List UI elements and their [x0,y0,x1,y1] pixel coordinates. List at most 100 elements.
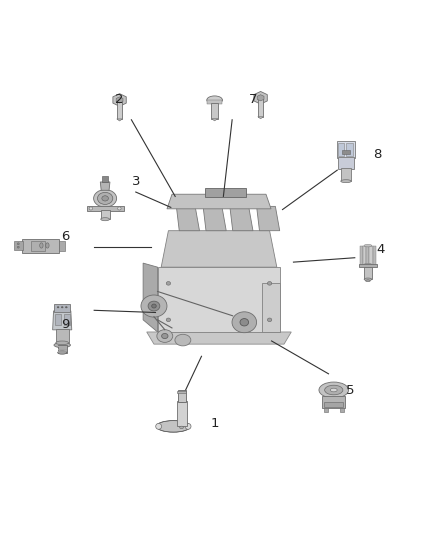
Ellipse shape [102,196,108,201]
Bar [177,401,187,426]
Ellipse shape [341,180,351,183]
Bar [324,408,328,412]
Ellipse shape [180,426,184,429]
Ellipse shape [117,207,121,210]
Ellipse shape [141,295,167,317]
Polygon shape [257,95,264,101]
Ellipse shape [268,281,272,285]
Polygon shape [258,117,263,119]
Ellipse shape [179,400,184,402]
Polygon shape [254,92,267,104]
Polygon shape [53,311,72,330]
Bar [117,99,122,119]
Ellipse shape [94,190,117,207]
Bar [342,150,350,154]
Text: 4: 4 [376,244,385,256]
Ellipse shape [65,306,67,308]
Bar [64,314,70,325]
Ellipse shape [152,304,156,308]
Ellipse shape [58,351,67,354]
Polygon shape [143,263,158,332]
Ellipse shape [166,281,170,285]
Ellipse shape [268,318,272,321]
Ellipse shape [97,192,113,205]
Ellipse shape [185,423,191,429]
Ellipse shape [240,319,249,326]
Polygon shape [117,119,122,121]
Bar [56,329,69,343]
Bar [55,314,61,325]
Ellipse shape [46,243,49,248]
Ellipse shape [18,246,19,248]
Ellipse shape [330,388,337,392]
Text: 1: 1 [210,417,219,430]
Bar [322,395,345,408]
Polygon shape [100,182,110,190]
Ellipse shape [56,341,69,345]
Bar [324,402,343,407]
Polygon shape [113,94,126,106]
Ellipse shape [364,263,372,266]
Bar [364,266,372,279]
Ellipse shape [57,306,59,308]
Ellipse shape [156,421,190,432]
Ellipse shape [155,423,162,429]
Bar [102,176,108,182]
Ellipse shape [101,217,110,221]
Bar [59,241,65,251]
Polygon shape [212,119,218,121]
Polygon shape [177,206,199,231]
Text: 7: 7 [249,93,258,106]
Bar [101,210,110,219]
Bar [373,246,376,264]
Ellipse shape [61,306,63,308]
Polygon shape [230,206,253,231]
Text: 2: 2 [115,93,124,106]
Bar [370,246,373,264]
Bar [336,141,356,158]
Bar [205,188,247,197]
Ellipse shape [319,382,349,398]
Bar [212,103,218,119]
Ellipse shape [364,245,372,247]
Polygon shape [203,206,226,231]
Bar [359,263,377,268]
Ellipse shape [157,330,173,342]
Bar [58,351,67,352]
Ellipse shape [364,278,372,280]
Ellipse shape [148,301,160,311]
Ellipse shape [54,343,71,348]
Bar [360,246,363,264]
Ellipse shape [40,243,43,248]
Bar [366,246,370,264]
Text: 3: 3 [131,175,140,189]
Bar [31,241,45,251]
Ellipse shape [207,96,223,104]
Polygon shape [86,206,124,211]
Polygon shape [147,332,291,344]
Ellipse shape [366,280,370,282]
Polygon shape [116,97,123,103]
Ellipse shape [175,334,191,346]
Ellipse shape [18,243,19,245]
Ellipse shape [166,318,170,321]
Ellipse shape [89,207,92,210]
Bar [14,241,23,251]
Bar [58,345,67,353]
Bar [338,157,354,168]
Polygon shape [158,267,280,332]
Bar [258,96,263,117]
Bar [54,304,70,312]
Bar [207,100,223,104]
Bar [58,346,67,348]
Ellipse shape [162,334,168,338]
Text: 5: 5 [346,384,355,397]
Text: 9: 9 [60,318,69,331]
Ellipse shape [232,312,257,333]
Bar [338,143,344,156]
Bar [346,143,353,156]
Text: 8: 8 [373,148,382,161]
Bar [177,391,187,393]
Polygon shape [257,206,280,231]
Polygon shape [167,194,271,209]
